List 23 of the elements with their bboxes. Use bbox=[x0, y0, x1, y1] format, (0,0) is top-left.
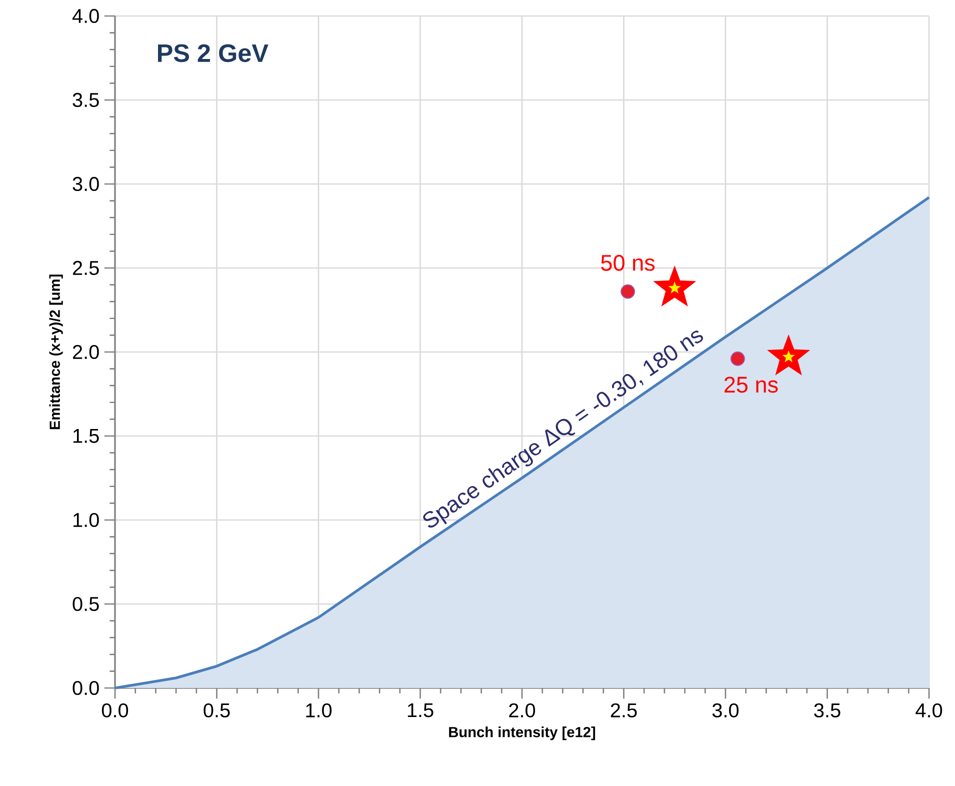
y-tick-label: 2.0 bbox=[72, 344, 99, 360]
y-tick-label: 1.0 bbox=[74, 512, 99, 528]
x-tick-label: 3.0 bbox=[712, 703, 739, 718]
y-tick-label: 0.5 bbox=[72, 596, 99, 612]
x-tick-label: 2.0 bbox=[509, 703, 536, 718]
y-tick-label: 4.0 bbox=[72, 8, 99, 24]
y-tick-label: 3.0 bbox=[72, 176, 99, 192]
x-tick-label: 3.5 bbox=[814, 703, 840, 718]
annotation: PS 2 GeV bbox=[158, 44, 268, 62]
y-axis-title: Emittance (x+y)/2 [um] bbox=[49, 274, 63, 430]
x-tick-label: 2.5 bbox=[610, 703, 637, 718]
annotation: 25 ns bbox=[724, 376, 778, 393]
x-tick-label: 0.5 bbox=[204, 703, 230, 718]
y-tick-label: 2.5 bbox=[72, 260, 99, 276]
x-tick-label: 1.0 bbox=[306, 703, 332, 718]
y-tick-label: 0.0 bbox=[72, 680, 99, 696]
x-axis-title: Bunch intensity [e12] bbox=[449, 726, 596, 740]
x-tick-label: 1.5 bbox=[408, 703, 434, 718]
x-tick-label: 4.0 bbox=[916, 703, 942, 718]
annotation: 50 ns bbox=[601, 254, 655, 271]
y-tick-label: 1.5 bbox=[74, 429, 99, 443]
y-tick-label: 3.5 bbox=[72, 92, 99, 108]
x-tick-label: 0.0 bbox=[102, 703, 128, 718]
